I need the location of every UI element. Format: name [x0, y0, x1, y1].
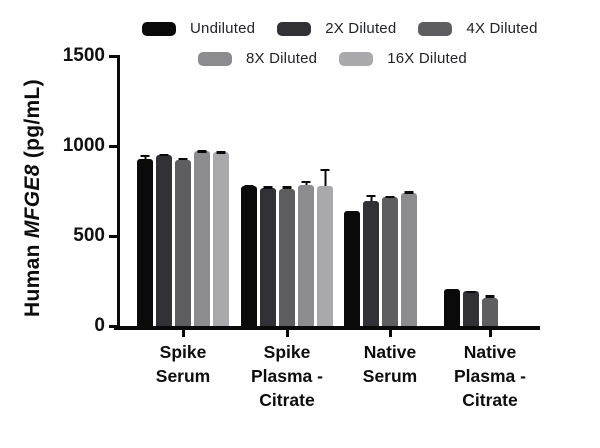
legend-swatch-icon [418, 21, 453, 36]
error-bar [466, 290, 476, 293]
y-tick [109, 324, 117, 328]
y-axis-line [117, 55, 120, 328]
plot-area: 0 500 1000 1500 [63, 46, 540, 337]
bar-2x-diluted [363, 194, 379, 326]
x-category-label: Spike Plasma - Citrate [222, 340, 352, 412]
x-category-label-line: Serum [155, 366, 211, 386]
x-category-label-line: Citrate [462, 390, 518, 410]
legend-item-4x-diluted: 4X Diluted [418, 20, 537, 37]
x-tick [181, 329, 185, 337]
legend-swatch-icon [198, 51, 232, 66]
y-tick [109, 54, 117, 58]
legend-label: 2X Diluted [325, 20, 397, 37]
legend-swatch-icon [142, 21, 176, 36]
bar-2x-diluted [463, 290, 479, 326]
x-tick [388, 329, 392, 337]
legend-item-2x-diluted: 2X Diluted [277, 20, 396, 37]
legend-item-16x-diluted: 16X Diluted [339, 50, 467, 67]
bar-4x-diluted [175, 157, 191, 326]
legend-row-1: Undiluted 2X Diluted 4X Diluted [142, 20, 538, 37]
x-category-label-line: Citrate [259, 390, 315, 410]
y-tick-label: 1000 [62, 135, 105, 156]
bar-8x-diluted [401, 191, 417, 326]
legend-item-8x-diluted: 8X Diluted [198, 50, 317, 67]
y-tick-label: 500 [73, 225, 105, 246]
error-bar [404, 191, 414, 194]
x-tick [285, 329, 289, 337]
error-bar [366, 194, 376, 201]
x-category-label-line: Plasma - [251, 366, 323, 386]
x-category-label-line: Plasma - [454, 366, 526, 386]
bar-group-1 [137, 150, 229, 326]
bar-2x-diluted [260, 186, 276, 326]
bar-4x-diluted [482, 295, 498, 326]
x-tick [488, 329, 492, 337]
legend-label: 16X Diluted [387, 50, 467, 67]
x-category-label-line: Spike [263, 342, 311, 362]
bar-undiluted [444, 289, 460, 326]
x-axis-line [114, 326, 540, 330]
legend-label: 4X Diluted [466, 20, 538, 37]
error-bar [159, 153, 169, 158]
y-axis-title-suffix: (pg/mL) [21, 79, 44, 165]
bar-4x-diluted [382, 195, 398, 326]
error-bar [385, 195, 395, 198]
y-axis-title-prefix: Human [21, 238, 44, 317]
bar-undiluted [241, 184, 257, 326]
bar-group-2 [241, 168, 333, 326]
error-bar [244, 184, 254, 189]
error-bar [216, 151, 226, 153]
bar-16x-diluted [317, 168, 333, 326]
y-axis-title: Human MFGE8 (pg/mL) [21, 79, 45, 317]
error-bar [263, 186, 273, 190]
error-bar [282, 186, 292, 189]
y-axis-title-gene: MFGE8 [21, 164, 44, 239]
bar-group-4 [444, 289, 536, 326]
x-category-label: Native Plasma - Citrate [425, 340, 555, 412]
legend-row-2: 8X Diluted 16X Diluted [198, 50, 467, 67]
y-tick [109, 144, 117, 148]
y-tick-label: 0 [94, 315, 105, 336]
y-tick-label: 1500 [62, 45, 105, 66]
error-bar [301, 180, 311, 186]
x-category-label-line: Native [463, 342, 517, 362]
error-bar [178, 157, 188, 161]
x-category-label: Native Serum [325, 340, 455, 388]
bar-undiluted [137, 154, 153, 326]
x-category-label: Spike Serum [118, 340, 248, 388]
bar-4x-diluted [279, 186, 295, 326]
bar-undiluted [344, 210, 360, 326]
y-tick [109, 234, 117, 238]
error-bar [197, 150, 207, 153]
x-category-label-line: Serum [362, 366, 418, 386]
x-category-label-line: Spike [159, 342, 207, 362]
bar-16x-diluted [213, 151, 229, 326]
legend-swatch-icon [339, 51, 374, 66]
x-category-label-line: Native [363, 342, 417, 362]
legend-label: 8X Diluted [246, 50, 318, 67]
error-bar [140, 154, 150, 159]
bar-group-3 [344, 191, 436, 326]
legend-label: Undiluted [190, 20, 256, 37]
bar-8x-diluted [298, 180, 314, 326]
bar-8x-diluted [194, 150, 210, 326]
error-bar [485, 295, 495, 299]
bar-2x-diluted [156, 153, 172, 326]
error-bar [320, 168, 330, 187]
legend-item-undiluted: Undiluted [142, 20, 255, 37]
legend-swatch-icon [277, 21, 312, 36]
